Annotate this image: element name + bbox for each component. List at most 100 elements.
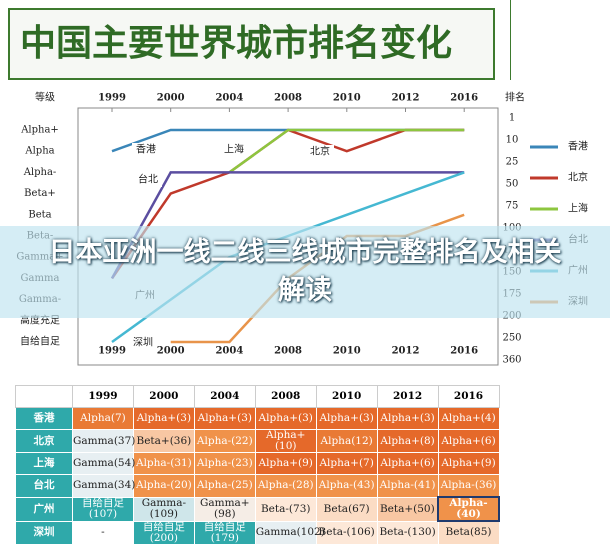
rank-cell: Gamma-(109) (132, 496, 195, 522)
table-row: 广州 自给自足(107) Gamma-(109) Gamma+(98) Beta-(73… (15, 496, 500, 522)
rank-cell: Alpha-(20) (132, 474, 195, 498)
rank-cell: Gamma+(98) (193, 496, 256, 522)
series-line (110, 171, 465, 280)
y-tick-label: Alpha (24, 146, 54, 157)
y2-tick-label: 250 (502, 333, 521, 344)
y-axis-title: 等级 (35, 91, 55, 104)
rank-cell: Beta(85) (437, 520, 500, 545)
rank-cell: Alpha+(4) (437, 407, 500, 430)
table-row: 深圳 - 自给自足(200) 自给自足(179) Gamma(102) Beta-(106… (15, 520, 500, 545)
header-cell: 2008 (254, 385, 317, 408)
rank-cell: Alpha+(10) (254, 429, 317, 453)
line-label-bg (134, 173, 162, 187)
x-tick-label: 2004 (215, 93, 243, 104)
x-tick-label: 2010 (333, 346, 361, 357)
line-label-bg (220, 143, 248, 157)
line-label: 台北 (138, 173, 158, 186)
rank-cell: Alpha+(3) (376, 407, 439, 430)
rank-cell: Alpha+(3) (132, 407, 195, 430)
y2-tick-label: 25 (506, 157, 519, 168)
line-label: 上海 (224, 143, 244, 156)
header-cell: 2004 (193, 385, 256, 408)
table-row: 台北 Gamma(34) Alpha-(20) Alpha-(25) Alpha-(28… (15, 474, 500, 498)
rank-cell: 自给自足(179) (193, 520, 256, 545)
city-cell: 广州 (15, 496, 73, 522)
rank-cell: Alpha+(9) (437, 452, 500, 475)
x-tick-label: 2004 (215, 346, 243, 357)
x-tick-label: 2010 (333, 93, 361, 104)
legend-label: 上海 (568, 202, 588, 215)
rank-cell: 自给自足(200) (132, 520, 195, 545)
header-cell: 2016 (437, 385, 500, 408)
y-tick-label: 自给自足 (20, 335, 60, 348)
rank-cell: Gamma(34) (72, 474, 135, 498)
table-row: 1999 2000 2004 2008 2010 2012 2016 (15, 385, 500, 408)
rank-cell: Alpha(12) (315, 429, 378, 453)
rank-cell: Gamma(54) (72, 452, 135, 475)
rank-cell: Gamma(102) (254, 520, 325, 545)
rank-cell: Alpha+(9) (254, 452, 317, 475)
rank-cell: Alpha+(3) (315, 407, 378, 430)
rank-cell: Alpha-(36) (437, 474, 500, 498)
header-cell: 2012 (376, 385, 439, 408)
banner: 日本亚洲一线二线三线城市完整排名及相关解读 (0, 226, 610, 318)
rank-cell: Beta-(73) (254, 496, 317, 522)
x-tick-label: 1999 (98, 93, 126, 104)
rank-cell: Beta+(50) (376, 496, 439, 522)
ranking-table: 1999 2000 2004 2008 2010 2012 2016 香港 Alpha(7) Al… (15, 385, 500, 545)
legend-label: 香港 (568, 141, 588, 153)
header-cell: 1999 (72, 385, 134, 408)
rank-cell: Gamma(37) (72, 429, 135, 453)
rank-cell: Alpha+(3) (254, 407, 317, 430)
x-tick-label: 2016 (450, 346, 478, 357)
rank-cell: Beta-(130) (376, 520, 439, 545)
city-cell: 深圳 (15, 520, 73, 545)
city-cell: 香港 (15, 407, 73, 430)
city-cell: 北京 (15, 429, 73, 453)
y-tick-label: Alpha- (23, 167, 57, 178)
divider (510, 0, 511, 80)
rank-cell: Beta-(106) (315, 520, 378, 545)
x-tick-label: 2012 (392, 346, 420, 357)
rank-cell: 自给自足(107) (72, 496, 134, 522)
x-tick-label: 2012 (392, 93, 420, 104)
rank-cell: Alpha-(43) (315, 474, 378, 498)
city-cell: 台北 (15, 474, 73, 498)
x-tick-label: 2008 (274, 346, 302, 357)
x-tick-label: 1999 (98, 346, 126, 357)
x-tick-label: 2016 (450, 93, 478, 104)
rank-cell: Alpha-(31) (132, 452, 195, 475)
rank-cell: - (72, 520, 134, 545)
x-tick-label: 2008 (274, 93, 302, 104)
y2-axis-title: 排名 (505, 91, 525, 104)
line-label: 深圳 (133, 337, 153, 349)
city-cell: 上海 (15, 452, 73, 475)
series-line (111, 128, 465, 153)
legend-label: 北京 (568, 171, 588, 184)
line-label: 香港 (136, 144, 156, 156)
rank-cell: Alpha-(25) (193, 474, 256, 498)
rank-cell: Alpha-(28) (254, 474, 317, 498)
y-tick-label: Beta+ (24, 188, 56, 199)
y-tick-label: Beta (28, 209, 51, 220)
corner-cell (15, 385, 73, 408)
rank-cell: Alpha+(3) (193, 407, 256, 430)
y2-tick-label: 50 (506, 179, 519, 190)
y2-tick-label: 1 (509, 113, 515, 124)
table-row: 香港 Alpha(7) Alpha+(3) Alpha+(3) Alpha+(3) Alp… (15, 407, 500, 430)
rank-cell: Alpha-(22) (193, 429, 256, 453)
rank-cell: Alpha(7) (72, 407, 134, 430)
rank-cell: Alpha-(23) (193, 452, 256, 475)
page-title: 中国主要世界城市排名变化 (8, 8, 495, 80)
rank-cell: Alpha+(8) (376, 429, 439, 453)
y2-tick-label: 10 (506, 135, 519, 146)
y-tick-label: Alpha+ (20, 125, 59, 136)
rank-cell: Alpha-(40) (437, 496, 500, 522)
rank-cell: Beta+(36) (132, 429, 195, 453)
y2-tick-label: 75 (506, 201, 519, 212)
rank-cell: Alpha+(7) (315, 452, 378, 475)
header-cell: 2000 (132, 385, 195, 408)
x-tick-label: 2000 (157, 346, 185, 357)
rank-cell: Alpha+(6) (376, 452, 439, 475)
